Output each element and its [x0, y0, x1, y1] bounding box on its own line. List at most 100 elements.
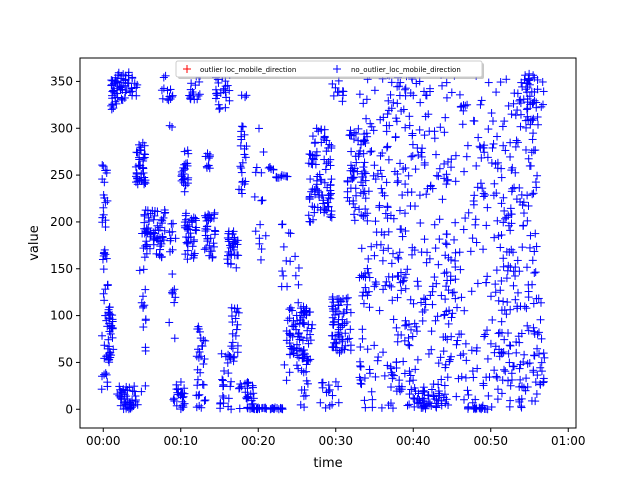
data-point: [364, 268, 373, 277]
data-point: [522, 304, 531, 313]
data-point: [420, 305, 429, 314]
data-point: [195, 327, 204, 336]
data-point: [453, 336, 462, 345]
data-point: [536, 380, 545, 389]
data-point: [420, 161, 429, 170]
data-point: [256, 220, 265, 229]
data-point: [202, 162, 211, 171]
data-point: [471, 395, 480, 404]
data-point: [400, 273, 409, 282]
data-point: [468, 234, 477, 243]
data-point: [323, 198, 332, 207]
data-point: [421, 404, 430, 413]
data-point: [293, 351, 302, 360]
data-point: [100, 341, 109, 350]
data-point: [401, 180, 410, 189]
data-point: [230, 352, 239, 361]
data-point: [536, 298, 545, 307]
data-point: [233, 240, 242, 249]
data-point: [265, 163, 274, 172]
data-point: [280, 360, 289, 369]
data-point: [133, 400, 142, 409]
data-point: [186, 229, 195, 238]
data-point: [345, 334, 354, 343]
data-point: [460, 395, 469, 404]
data-point: [397, 286, 406, 295]
data-point: [521, 71, 530, 80]
data-point: [386, 383, 395, 392]
data-point: [362, 95, 371, 104]
data-point: [401, 84, 410, 93]
x-tick-label: 00:10: [163, 434, 198, 448]
data-point: [101, 216, 110, 225]
data-point: [388, 296, 397, 305]
data-point: [105, 319, 114, 328]
data-point: [224, 394, 233, 403]
data-point: [368, 395, 377, 404]
data-point: [160, 226, 169, 235]
data-point: [242, 142, 251, 151]
data-point: [492, 88, 501, 97]
data-point: [430, 220, 439, 229]
data-point: [338, 97, 347, 106]
data-point: [139, 168, 148, 177]
data-point: [200, 396, 209, 405]
data-point: [158, 216, 167, 225]
data-point: [343, 187, 352, 196]
data-point: [229, 353, 238, 362]
data-point: [292, 361, 301, 370]
x-tick-label: 00:30: [318, 434, 353, 448]
data-point: [492, 372, 501, 381]
data-point: [258, 196, 267, 205]
data-point: [100, 193, 109, 202]
data-point: [231, 314, 240, 323]
data-point: [113, 78, 122, 87]
data-point: [105, 327, 114, 336]
data-point: [498, 376, 507, 385]
data-point: [415, 125, 424, 134]
legend-marker-outlier: [183, 65, 191, 73]
data-point: [467, 287, 476, 296]
data-point: [368, 403, 377, 412]
data-point: [382, 143, 391, 152]
data-point: [107, 101, 116, 110]
data-point: [482, 326, 491, 335]
data-point: [378, 149, 387, 158]
data-point: [301, 391, 310, 400]
data-point: [481, 330, 490, 339]
data-point: [168, 245, 177, 254]
data-point: [530, 269, 539, 278]
data-point: [509, 281, 518, 290]
data-point: [367, 147, 376, 156]
data-point: [458, 120, 467, 129]
data-point: [104, 356, 113, 365]
data-point: [508, 184, 517, 193]
data-point: [397, 107, 406, 116]
data-point: [488, 315, 497, 324]
data-point: [484, 78, 493, 87]
data-point: [108, 315, 117, 324]
data-point: [103, 280, 112, 289]
data-point: [489, 139, 498, 148]
y-tick-label: 350: [50, 74, 73, 88]
data-point: [438, 81, 447, 90]
data-point: [501, 367, 510, 376]
data-point: [494, 231, 503, 240]
data-point: [533, 120, 542, 129]
data-point: [480, 332, 489, 341]
legend: outlier loc_mobile_direction no_outlier_…: [175, 60, 484, 79]
data-point: [170, 397, 179, 406]
data-point: [496, 243, 505, 252]
data-point: [235, 383, 244, 392]
data-point: [135, 266, 144, 275]
data-point: [140, 253, 149, 262]
data-point: [220, 366, 229, 375]
data-point: [331, 343, 340, 352]
data-point: [357, 380, 366, 389]
data-point: [157, 215, 166, 224]
data-point: [360, 374, 369, 383]
data-point: [398, 191, 407, 200]
data-point: [384, 155, 393, 164]
data-point: [499, 193, 508, 202]
data-point: [233, 304, 242, 313]
